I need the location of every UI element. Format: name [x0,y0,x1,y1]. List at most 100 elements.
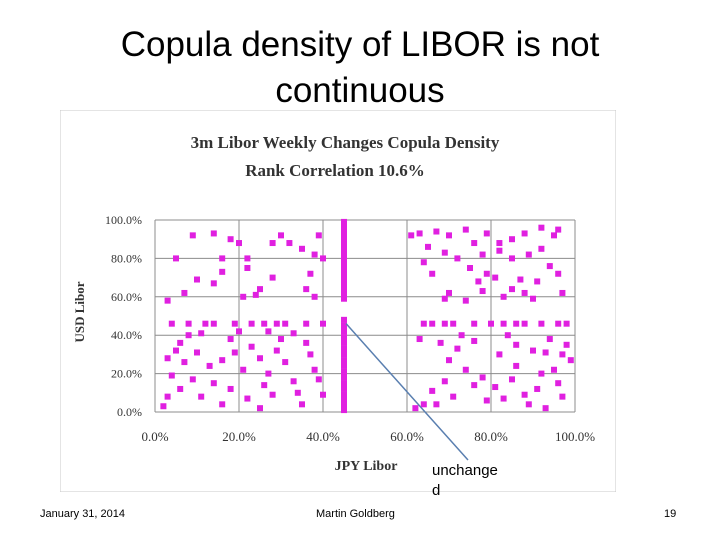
data-point [341,380,347,387]
data-point [559,351,566,358]
data-point [210,320,217,327]
copula-scatter-chart: 3m Libor Weekly Changes Copula Density R… [60,110,616,492]
y-tick-label: 80.0% [111,251,142,265]
data-point [521,230,528,237]
data-point [467,265,473,271]
annotation-arrow [345,323,469,461]
data-point [341,407,347,414]
y-axis-label: USD Libor [72,281,87,342]
data-point [513,362,520,369]
data-point [559,393,566,400]
data-point [219,255,226,262]
data-point [441,378,448,385]
data-point [341,403,347,410]
data-point [194,349,200,356]
annotation-label-line-1: unchange [432,462,498,479]
x-tick-label: 80.0% [474,429,508,444]
data-point [311,366,318,373]
y-axis-tick-labels: 0.0% 20.0% 40.0% 60.0% 80.0% 100.0% [105,213,142,419]
data-point [252,291,259,298]
data-point [219,357,226,364]
data-point [475,278,482,285]
data-point [446,357,452,364]
data-point [164,393,171,400]
data-point [471,240,478,247]
data-point [538,245,545,252]
data-point [265,328,272,335]
footer-page-number: 19 [664,508,677,520]
data-point [303,320,310,327]
data-point [341,226,347,233]
data-point [160,403,167,410]
data-point [509,255,515,262]
data-point [471,382,478,389]
data-point [341,291,347,298]
data-point [341,339,347,346]
data-point [555,380,562,387]
data-point [227,336,234,343]
chart-frame [60,110,616,492]
data-point [521,320,528,327]
data-point [530,347,536,354]
data-point [240,293,247,300]
data-point [269,274,276,281]
data-point [303,339,310,346]
data-point [437,339,444,346]
data-point [542,349,549,356]
data-point [173,347,179,354]
data-point [521,289,528,296]
footer-date: January 31, 2014 [40,508,126,520]
data-point [341,265,347,271]
data-point [341,218,347,225]
data-point [341,288,347,295]
data-point [341,241,347,248]
data-point [320,320,326,327]
data-point [278,336,284,343]
data-point [341,397,347,404]
data-point [504,332,511,339]
data-point [454,345,461,352]
data-point [341,362,347,369]
data-point [198,330,205,337]
data-point [446,289,452,296]
data-point [181,359,188,366]
data-point [441,295,448,302]
data-point [509,236,515,243]
data-point [244,395,251,402]
data-point [341,391,347,398]
y-tick-label: 20.0% [111,367,142,381]
data-point [567,357,574,364]
data-point [236,328,242,335]
data-point [563,320,570,327]
data-point [496,247,503,254]
data-point [530,295,536,302]
data-point [341,230,347,237]
x-tick-label: 0.0% [141,429,168,444]
data-point [307,351,314,358]
data-point [278,232,284,239]
data-point [273,320,280,327]
data-point [227,236,234,243]
y-tick-label: 100.0% [105,213,142,227]
data-point [269,240,276,247]
data-point [483,397,490,404]
x-tick-label: 60.0% [390,429,424,444]
y-tick-label: 0.0% [117,405,142,419]
data-point [412,405,419,412]
data-point [341,322,347,329]
data-point [189,376,196,383]
data-point [257,355,263,362]
data-point [341,357,347,364]
annotation-label: unchange d [432,461,522,501]
data-point [248,320,255,327]
data-point [509,286,515,293]
data-point [458,332,465,339]
data-point [219,401,226,408]
data-point [219,268,226,275]
data-point [341,374,347,381]
data-point [185,332,192,339]
data-point [429,270,436,277]
data-point [538,370,545,377]
data-point [542,405,549,412]
data-point [341,334,347,341]
